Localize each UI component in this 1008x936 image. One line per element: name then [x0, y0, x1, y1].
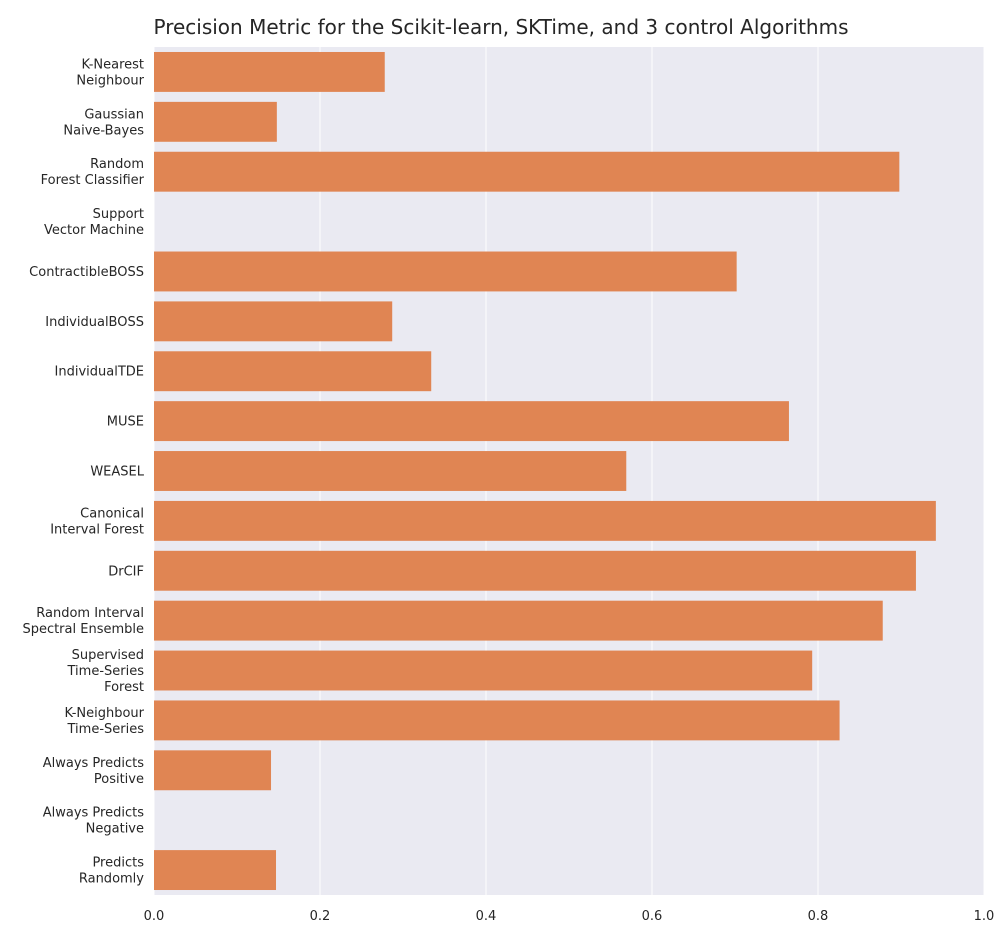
- bar-14: [154, 750, 272, 791]
- category-label-12: Supervised Time-Series Forest: [67, 648, 145, 695]
- bar-2: [154, 151, 900, 192]
- category-label-10: DrCIF: [108, 564, 144, 579]
- bar-0: [154, 51, 385, 92]
- category-label-3: Support Vector Machine: [44, 207, 144, 238]
- category-label-2: Random Forest Classifier: [41, 157, 145, 188]
- x-tick-label-2: 0.4: [476, 909, 497, 924]
- x-tick-label-1: 0.2: [310, 909, 331, 924]
- bar-6: [154, 351, 432, 392]
- bar-13: [154, 700, 840, 741]
- category-label-8: WEASEL: [90, 465, 144, 480]
- bar-8: [154, 451, 627, 491]
- category-label-13: K-Neighbour Time-Series: [65, 706, 145, 737]
- bar-16: [154, 850, 277, 891]
- bar-7: [154, 401, 789, 442]
- category-label-0: K-Nearest Neighbour: [76, 57, 144, 88]
- category-label-15: Always Predicts Negative: [43, 806, 144, 837]
- category-label-16: Predicts Randomly: [79, 856, 144, 887]
- category-label-7: MUSE: [107, 415, 144, 430]
- category-label-5: IndividualBOSS: [45, 315, 144, 330]
- x-tick-label-5: 1.0: [974, 909, 995, 924]
- bar-5: [154, 301, 393, 342]
- bar-4: [154, 251, 737, 292]
- x-tick-label-4: 0.8: [808, 909, 829, 924]
- category-label-6: IndividualTDE: [55, 365, 144, 380]
- bar-12: [154, 650, 813, 691]
- x-tick-label-3: 0.6: [642, 909, 663, 924]
- category-label-4: ContractibleBOSS: [29, 265, 144, 280]
- x-tick-labels: 0.0 0.2 0.4 0.6 0.8 1.0: [144, 909, 995, 924]
- bar-10: [154, 550, 916, 591]
- bar-9: [154, 500, 936, 541]
- chart-title: Precision Metric for the Scikit-learn, S…: [153, 15, 848, 39]
- category-labels: K-Nearest Neighbour Gaussian Naive-Bayes Ran…: [22, 57, 144, 886]
- bar-11: [154, 600, 883, 641]
- category-label-1: Gaussian Naive-Bayes: [63, 107, 144, 138]
- category-label-9: Canonical Interval Forest: [50, 506, 144, 537]
- category-label-14: Always Predicts Positive: [43, 756, 144, 787]
- bars: [154, 51, 936, 891]
- x-tick-label-0: 0.0: [144, 909, 165, 924]
- category-label-11: Random Interval Spectral Ensemble: [22, 606, 144, 637]
- bar-1: [154, 101, 277, 142]
